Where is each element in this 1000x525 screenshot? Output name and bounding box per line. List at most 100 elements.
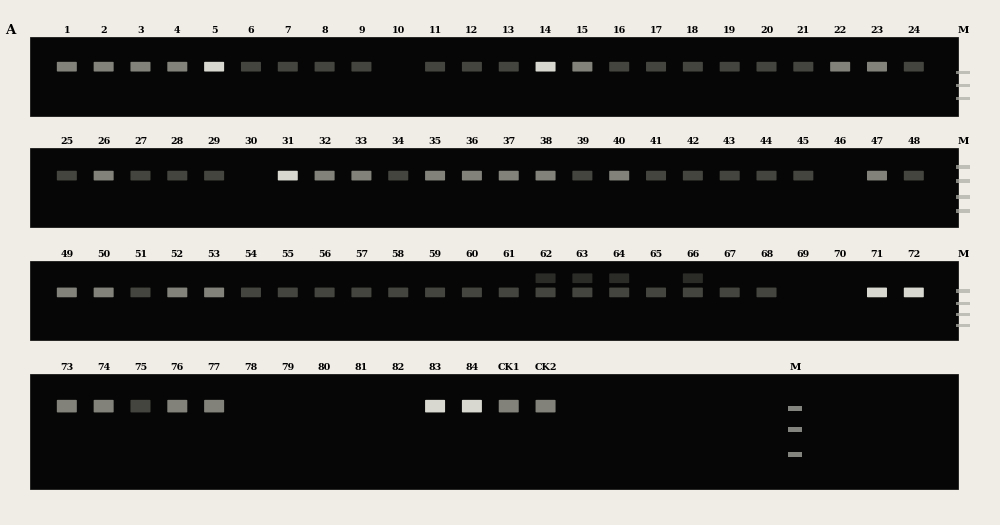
Text: 55: 55 (281, 250, 294, 259)
Text: 59: 59 (429, 250, 442, 259)
FancyBboxPatch shape (167, 171, 187, 181)
Text: 50: 50 (97, 250, 110, 259)
FancyBboxPatch shape (425, 400, 445, 413)
Bar (956, 289, 970, 292)
FancyBboxPatch shape (462, 62, 482, 71)
Bar (956, 209, 970, 213)
Text: CK2: CK2 (534, 363, 557, 372)
FancyBboxPatch shape (57, 62, 77, 71)
Text: 83: 83 (428, 363, 442, 372)
Text: 3: 3 (137, 26, 144, 35)
FancyBboxPatch shape (646, 288, 666, 297)
FancyBboxPatch shape (720, 288, 740, 297)
FancyBboxPatch shape (130, 171, 150, 181)
Text: 38: 38 (539, 137, 552, 146)
FancyBboxPatch shape (241, 62, 261, 71)
FancyBboxPatch shape (646, 171, 666, 181)
FancyBboxPatch shape (462, 288, 482, 297)
FancyBboxPatch shape (499, 288, 519, 297)
Text: 17: 17 (649, 26, 663, 35)
Text: 62: 62 (539, 250, 552, 259)
Text: 54: 54 (244, 250, 258, 259)
Text: 4: 4 (174, 26, 181, 35)
Text: 73: 73 (60, 363, 73, 372)
FancyBboxPatch shape (94, 62, 114, 71)
FancyBboxPatch shape (572, 171, 592, 181)
FancyBboxPatch shape (683, 274, 703, 283)
Text: 65: 65 (649, 250, 663, 259)
Text: 47: 47 (870, 137, 884, 146)
Text: 25: 25 (60, 137, 73, 146)
FancyBboxPatch shape (572, 62, 592, 71)
Text: 61: 61 (502, 250, 515, 259)
FancyBboxPatch shape (388, 171, 408, 181)
Text: 69: 69 (797, 250, 810, 259)
FancyBboxPatch shape (315, 62, 335, 71)
FancyBboxPatch shape (94, 400, 114, 413)
FancyBboxPatch shape (278, 62, 298, 71)
Text: 45: 45 (797, 137, 810, 146)
Text: 21: 21 (797, 26, 810, 35)
Text: 9: 9 (358, 26, 365, 35)
Bar (956, 97, 970, 100)
Text: 56: 56 (318, 250, 331, 259)
FancyBboxPatch shape (904, 62, 924, 71)
Text: 18: 18 (686, 26, 699, 35)
Bar (956, 195, 970, 198)
Bar (788, 406, 802, 411)
FancyBboxPatch shape (57, 171, 77, 181)
Text: 7: 7 (284, 26, 291, 35)
FancyBboxPatch shape (351, 171, 371, 181)
Text: 11: 11 (428, 26, 442, 35)
FancyBboxPatch shape (609, 274, 629, 283)
Bar (30, 374, 958, 489)
Text: 30: 30 (244, 137, 258, 146)
Text: 46: 46 (834, 137, 847, 146)
FancyBboxPatch shape (646, 62, 666, 71)
FancyBboxPatch shape (830, 62, 850, 71)
FancyBboxPatch shape (757, 171, 777, 181)
FancyBboxPatch shape (536, 171, 556, 181)
Text: 49: 49 (60, 250, 73, 259)
FancyBboxPatch shape (536, 62, 556, 71)
FancyBboxPatch shape (536, 288, 556, 297)
Text: 13: 13 (502, 26, 515, 35)
Text: 27: 27 (134, 137, 147, 146)
Text: 40: 40 (613, 137, 626, 146)
Text: 51: 51 (134, 250, 147, 259)
Bar (956, 324, 970, 327)
Text: 64: 64 (613, 250, 626, 259)
FancyBboxPatch shape (204, 62, 224, 71)
FancyBboxPatch shape (499, 62, 519, 71)
Bar (956, 313, 970, 316)
Text: 43: 43 (723, 137, 736, 146)
FancyBboxPatch shape (683, 62, 703, 71)
Text: 52: 52 (171, 250, 184, 259)
FancyBboxPatch shape (388, 288, 408, 297)
Text: 16: 16 (613, 26, 626, 35)
Text: 42: 42 (686, 137, 699, 146)
Text: 71: 71 (870, 250, 884, 259)
Text: 84: 84 (465, 363, 479, 372)
Text: M: M (957, 26, 969, 35)
Text: 48: 48 (907, 137, 920, 146)
FancyBboxPatch shape (904, 171, 924, 181)
Text: 57: 57 (355, 250, 368, 259)
Text: 70: 70 (834, 250, 847, 259)
Bar (788, 427, 802, 432)
Text: 67: 67 (723, 250, 736, 259)
FancyBboxPatch shape (167, 288, 187, 297)
FancyBboxPatch shape (351, 62, 371, 71)
FancyBboxPatch shape (720, 171, 740, 181)
Text: 66: 66 (686, 250, 699, 259)
Bar (788, 452, 802, 457)
Text: M: M (789, 363, 801, 372)
Text: 31: 31 (281, 137, 294, 146)
Text: 24: 24 (907, 26, 920, 35)
FancyBboxPatch shape (904, 288, 924, 297)
Text: 82: 82 (392, 363, 405, 372)
Text: M: M (957, 250, 969, 259)
FancyBboxPatch shape (204, 171, 224, 181)
Text: 32: 32 (318, 137, 331, 146)
Bar (956, 180, 970, 183)
